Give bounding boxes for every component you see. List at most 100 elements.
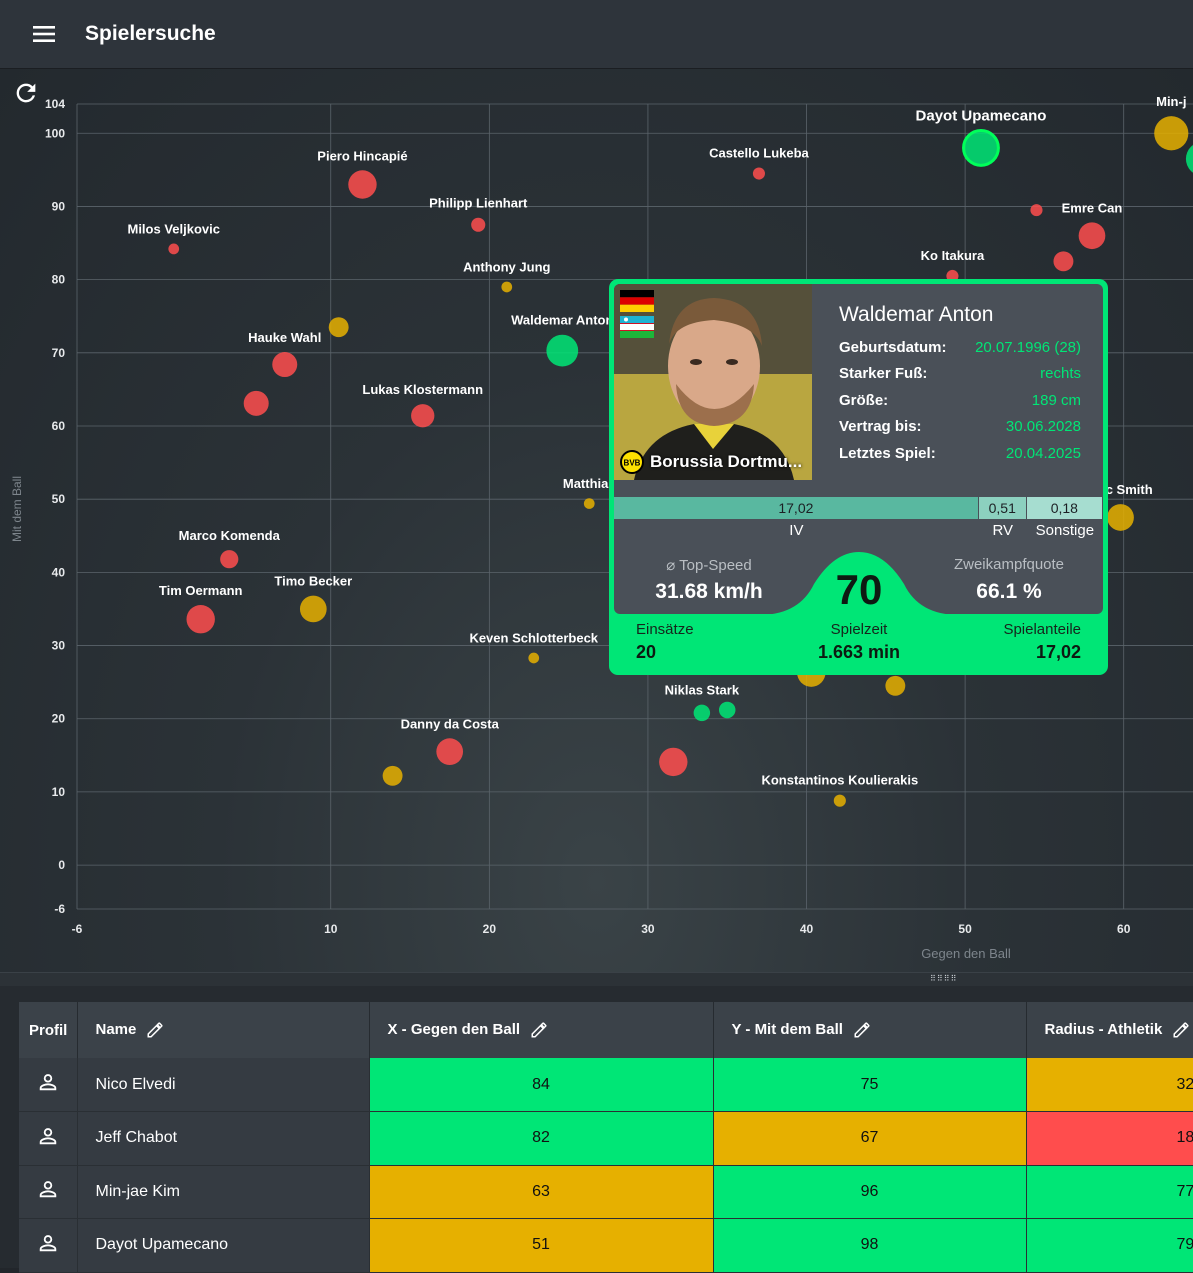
player-name-cell: Dayot Upamecano xyxy=(77,1218,370,1273)
point-label: Waldemar Anton xyxy=(511,313,613,328)
pencil-icon[interactable] xyxy=(1172,1021,1190,1039)
data-point[interactable] xyxy=(382,765,403,786)
info-label: Starker Fuß: xyxy=(839,365,928,383)
data-point[interactable] xyxy=(946,269,959,283)
y-tick-label: 30 xyxy=(52,639,66,653)
data-point[interactable] xyxy=(1030,204,1043,217)
column-header-profil: Profil xyxy=(19,1002,78,1058)
info-value: 20.07.1996 (28) xyxy=(975,339,1081,356)
person-icon[interactable] xyxy=(37,1071,59,1093)
duel-rate-value: 66.1 % xyxy=(976,580,1042,603)
column-header-radius[interactable]: Radius - Athletik xyxy=(1026,1002,1193,1058)
person-icon[interactable] xyxy=(37,1178,59,1200)
data-point[interactable] xyxy=(659,747,688,777)
duel-rate-label: Zweikampfquote xyxy=(953,556,1065,573)
player-photo: BVB Borussia Dortmu... xyxy=(614,284,812,480)
point-label: Emre Can xyxy=(1062,200,1123,215)
data-point[interactable] xyxy=(411,404,435,428)
drag-handle-icon[interactable]: ⠿⠿⠿⠿ xyxy=(930,974,958,983)
player-name-cell: Min-jae Kim xyxy=(77,1165,370,1219)
data-point[interactable] xyxy=(718,701,736,719)
x-axis-ticks: -6 10 20 30 40 50 60 xyxy=(72,922,1131,936)
info-value: 189 cm xyxy=(1031,391,1081,409)
column-header-x[interactable]: X - Gegen den Ball xyxy=(369,1002,714,1058)
table-row[interactable]: Nico Elvedi 84 75 32 xyxy=(19,1058,1193,1112)
player-table: Profil Name X - Gegen den Ball Y - Mit d… xyxy=(19,1002,1193,1273)
column-header-y-label: Y - Mit dem Ball xyxy=(731,1020,843,1038)
profile-cell[interactable] xyxy=(19,1218,78,1273)
top-app-bar: Spielersuche xyxy=(0,0,1193,69)
x-tick-label: -6 xyxy=(72,922,83,936)
data-point[interactable] xyxy=(583,498,595,509)
data-point[interactable] xyxy=(272,352,298,378)
data-point[interactable] xyxy=(168,243,180,255)
split-divider[interactable] xyxy=(0,972,1193,986)
data-point[interactable] xyxy=(693,704,711,722)
data-point[interactable] xyxy=(436,738,464,766)
y-tick-label: 104 xyxy=(45,97,65,111)
person-icon[interactable] xyxy=(37,1232,59,1254)
spielanteile-value: 17,02 xyxy=(1035,642,1081,662)
table-row[interactable]: Dayot Upamecano 51 98 79 xyxy=(19,1218,1193,1273)
player-table-panel: Profil Name X - Gegen den Ball Y - Mit d… xyxy=(0,986,1193,1273)
data-point[interactable] xyxy=(186,605,215,634)
data-point[interactable] xyxy=(752,167,765,180)
point-label: Anthony Jung xyxy=(463,260,550,275)
person-icon[interactable] xyxy=(37,1125,59,1147)
rating-bump xyxy=(759,552,959,619)
column-header-x-label: X - Gegen den Ball xyxy=(387,1020,521,1038)
position-label: RV xyxy=(992,522,1014,539)
data-point[interactable] xyxy=(833,794,846,807)
point-label: Niklas Stark xyxy=(665,683,740,698)
profile-cell[interactable] xyxy=(19,1111,78,1166)
pencil-icon[interactable] xyxy=(530,1021,548,1039)
top-speed-label: ⌀ Top-Speed xyxy=(666,557,752,574)
point-label: Hauke Wahl xyxy=(248,330,321,345)
data-point[interactable] xyxy=(220,550,239,569)
data-point[interactable] xyxy=(501,281,513,293)
point-label: Dayot Upamecano xyxy=(916,107,1047,124)
data-point[interactable] xyxy=(299,595,327,623)
data-point[interactable] xyxy=(328,317,349,338)
profile-cell[interactable] xyxy=(19,1058,78,1112)
position-share-bar: 0,51 xyxy=(978,497,1026,519)
column-header-y[interactable]: Y - Mit dem Ball xyxy=(713,1002,1027,1058)
point-label: Min-j xyxy=(1156,94,1186,109)
table-header-row: Profil Name X - Gegen den Ball Y - Mit d… xyxy=(19,1002,1193,1058)
data-point[interactable] xyxy=(885,675,906,696)
table-row[interactable]: Jeff Chabot 82 67 18 xyxy=(19,1111,1193,1166)
club-badge: BVB Borussia Dortmu... xyxy=(620,450,810,474)
spielanteile-label: Spielanteile xyxy=(1003,621,1081,638)
point-label: Marco Komenda xyxy=(179,528,281,543)
point-label: Konstantinos Koulierakis xyxy=(761,773,918,788)
data-point[interactable] xyxy=(962,128,1000,167)
profile-cell[interactable] xyxy=(19,1165,78,1219)
pencil-icon[interactable] xyxy=(853,1021,871,1039)
data-point[interactable] xyxy=(1107,504,1134,531)
player-rating: 70 xyxy=(835,566,883,613)
y-value-cell: 67 xyxy=(713,1111,1027,1166)
y-tick-label: 40 xyxy=(52,565,66,579)
data-point[interactable] xyxy=(1185,142,1193,176)
y-tick-label: 60 xyxy=(52,419,66,433)
data-point[interactable] xyxy=(1053,251,1074,272)
data-point[interactable] xyxy=(528,652,540,664)
point-label: Castello Lukeba xyxy=(709,145,809,160)
table-row[interactable]: Min-jae Kim 63 96 77 xyxy=(19,1165,1193,1219)
data-point[interactable] xyxy=(546,334,579,367)
column-header-name[interactable]: Name xyxy=(77,1002,370,1058)
point-label: Matthias xyxy=(563,476,616,491)
data-point[interactable] xyxy=(348,170,377,199)
menu-button[interactable] xyxy=(22,12,66,56)
x-tick-label: 50 xyxy=(958,922,972,936)
radius-value-cell: 77 xyxy=(1026,1165,1193,1219)
data-point[interactable] xyxy=(1154,116,1189,151)
x-value-cell: 63 xyxy=(369,1165,714,1219)
svg-text:BVB: BVB xyxy=(624,459,641,468)
info-label: Vertrag bis: xyxy=(839,418,922,436)
data-point[interactable] xyxy=(1078,222,1106,250)
pencil-icon[interactable] xyxy=(146,1021,164,1039)
x-value-cell: 82 xyxy=(369,1111,714,1166)
data-point[interactable] xyxy=(243,390,269,416)
data-point[interactable] xyxy=(471,217,486,232)
